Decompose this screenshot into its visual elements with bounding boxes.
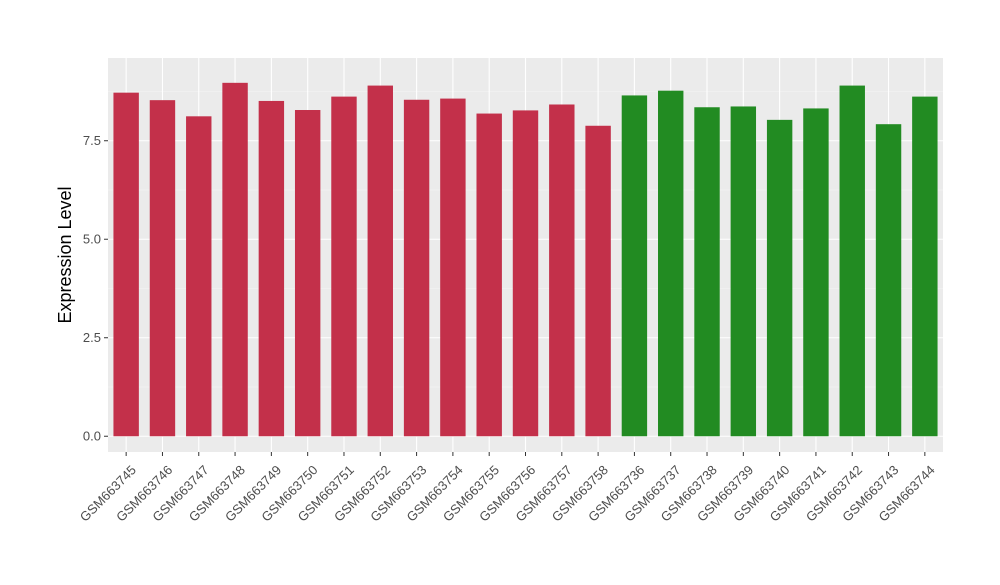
bar [294,110,321,437]
bar [149,100,176,437]
bar [803,108,829,437]
y-tick-label: 0.0 [83,429,101,444]
x-axis: GSM663745GSM663746GSM663747GSM663748GSM6… [77,452,938,525]
bar [694,107,720,437]
bar [403,99,430,437]
bar [621,95,648,437]
bars [113,82,938,437]
bar [440,98,466,437]
bar [113,92,139,437]
bar [658,90,684,437]
bar [730,106,757,437]
bar [512,110,539,437]
bar [186,116,212,437]
bar [766,119,793,437]
bar [258,100,285,437]
bar [367,85,393,437]
bar [912,96,938,437]
bar [222,82,248,437]
bar [875,124,902,437]
y-axis-title: Expression Level [55,186,75,323]
y-tick-label: 2.5 [83,330,101,345]
bar [476,113,502,437]
bar [585,125,611,437]
y-tick-label: 5.0 [83,232,101,247]
y-axis: 0.0 2.5 5.0 7.5 [83,133,108,444]
bar [549,104,575,437]
y-tick-label: 7.5 [83,133,101,148]
bar [331,96,357,437]
bar [839,85,865,437]
